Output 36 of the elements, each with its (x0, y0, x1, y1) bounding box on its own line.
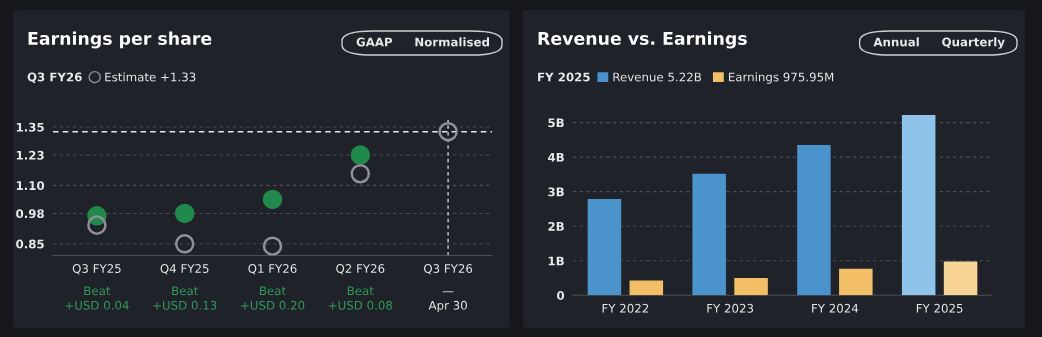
text: GAAP (356, 37, 393, 47)
y-tick-label: 0.98 (16, 209, 44, 219)
x-tick-label: Q3 FY25 (72, 264, 121, 275)
legend-label: Earnings 975.95M (728, 72, 834, 84)
text: — Apr 30 (428, 291, 467, 313)
y-tick-label: 1.23 (16, 150, 44, 160)
x-tick-label: Q2 FY26 (336, 264, 385, 275)
x-tick-label: Q4 FY25 (160, 264, 209, 275)
chart-title: Earnings per share (28, 31, 212, 49)
x-tick-label: FY 2023 (707, 303, 754, 313)
y-tick-label: 0 (557, 291, 565, 300)
x-tick-label: FY 2025 (916, 303, 963, 313)
legend-label: Revenue 5.22B (613, 72, 702, 82)
text: Beat +USD 0.08 (328, 286, 393, 310)
text: Beat +USD 0.13 (153, 286, 217, 310)
y-tick-label: 2B (548, 221, 564, 231)
y-tick-label: 1.35 (16, 122, 44, 132)
y-tick-label: 4B (547, 153, 564, 162)
y-tick-label: 0.85 (16, 239, 44, 249)
x-tick-label: FY 2022 (602, 303, 649, 313)
text: Normalised (415, 37, 490, 47)
chart-subtitle: FY 2025 (538, 72, 590, 82)
chart-subtitle: Q3 FY26 (27, 72, 82, 83)
text: Quarterly (942, 37, 1005, 49)
text: Beat +USD 0.04 (65, 286, 129, 310)
chart-title: Revenue vs. Earnings (538, 31, 747, 49)
y-tick-label: 1B (548, 256, 564, 266)
x-tick-label: Q3 FY26 (423, 264, 473, 275)
y-tick-label: 3B (548, 187, 564, 197)
text: Beat +USD 0.20 (241, 286, 305, 310)
x-tick-label: FY 2024 (812, 303, 859, 313)
y-tick-label: 5B (548, 118, 564, 128)
text: Annual (873, 37, 919, 47)
y-tick-label: 1.10 (16, 181, 45, 191)
legend-label: Estimate +1.33 (105, 72, 196, 82)
x-tick-label: Q1 FY26 (248, 264, 297, 275)
